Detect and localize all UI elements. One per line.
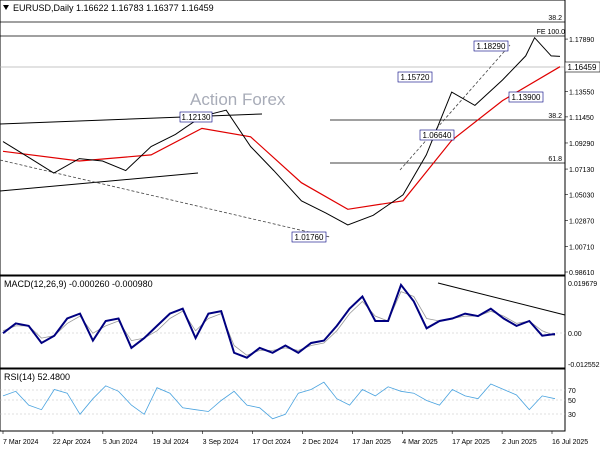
x-tick-label: 5 Jun 2024 — [103, 439, 138, 446]
x-tick-label: 17 Jan 2025 — [352, 439, 391, 446]
rsi-tick-70: 70 — [568, 388, 576, 395]
svg-text:1.18290: 1.18290 — [477, 42, 506, 51]
svg-text:1.01760: 1.01760 — [295, 233, 324, 242]
x-tick-label: 16 Jul 2025 — [552, 439, 588, 446]
fib-label-top: 38.2 — [548, 15, 562, 22]
annotation-1.12130: 1.12130 — [179, 111, 213, 123]
price-y-tick-label: 1.13550 — [569, 90, 594, 97]
x-tick-label: 4 Mar 2025 — [402, 439, 438, 446]
trendline-upper-2024 — [0, 113, 263, 125]
annotation-1.06640: 1.06640 — [419, 129, 455, 141]
annotation-1.18290: 1.18290 — [473, 40, 509, 52]
price-y-tick-label: 1.07130 — [569, 167, 594, 174]
price-y-axis: 1.178901.157101.135501.114501.092901.071… — [565, 37, 594, 277]
fib-label-38: 38.2 — [548, 113, 562, 120]
x-axis: 7 Mar 2024 22 Apr 2024 5 Jun 2024 19 Jul 20… — [2, 431, 588, 446]
macd-tick-bottom: -0.012552 — [568, 362, 600, 369]
price-y-tick-label: 1.11450 — [569, 115, 594, 122]
trendline-dashed-channel — [399, 44, 511, 171]
price-y-tick-label: 1.09290 — [569, 141, 594, 148]
chart-watermark: Action Forex — [190, 90, 286, 109]
svg-text:1.06640: 1.06640 — [423, 131, 452, 140]
annotation-1.15720: 1.15720 — [397, 71, 433, 83]
price-line — [2, 36, 561, 226]
price-y-tick-label: 0.98610 — [569, 270, 594, 277]
macd-trendline — [437, 282, 566, 316]
rsi-line — [2, 381, 556, 420]
annotation-1.13900: 1.13900 — [508, 91, 544, 103]
dropdown-arrow-icon[interactable] — [3, 5, 9, 10]
svg-text:1.15720: 1.15720 — [401, 73, 430, 82]
price-y-tick-label: 1.05030 — [569, 192, 594, 199]
svg-text:1.12130: 1.12130 — [182, 113, 211, 122]
x-tick-label: 19 Jul 2024 — [153, 439, 189, 446]
fib-label-61: 61.8 — [548, 156, 562, 163]
price-y-tick-label: 1.17890 — [569, 37, 594, 44]
x-tick-label: 17 Oct 2024 — [253, 439, 291, 446]
svg-text:1.16459: 1.16459 — [568, 63, 597, 72]
price-y-tick-label: 1.00710 — [569, 245, 594, 252]
macd-tick-zero: 0.00 — [568, 331, 582, 338]
x-tick-label: 2 Jun 2025 — [502, 439, 537, 446]
x-tick-label: 7 Mar 2024 — [3, 439, 39, 446]
rsi-tick-30: 30 — [568, 412, 576, 419]
macd-line — [2, 282, 556, 359]
price-y-tick-label: 1.02870 — [569, 219, 594, 226]
macd-tick-top: 0.019679 — [568, 281, 597, 288]
trendline-lower-2024 — [0, 172, 199, 192]
price-panel-frame — [0, 0, 566, 276]
svg-text:1.13900: 1.13900 — [512, 93, 541, 102]
rsi-label: RSI(14) 52.4800 — [4, 372, 70, 382]
instrument-title: EURUSD,Daily 1.16622 1.16783 1.16377 1.1… — [13, 3, 214, 13]
fib-label-fe100: FE 100.0 — [537, 29, 566, 36]
annotation-1.01760: 1.01760 — [291, 231, 327, 243]
x-tick-label: 22 Apr 2024 — [53, 439, 91, 446]
moving-average-line — [2, 66, 561, 210]
rsi-tick-50: 50 — [568, 398, 576, 405]
x-tick-label: 17 Apr 2025 — [452, 439, 490, 446]
rsi-panel-frame — [0, 368, 566, 432]
x-tick-label: 2 Dec 2024 — [302, 439, 338, 446]
macd-label: MACD(12,26,9) -0.000260 -0.000980 — [4, 279, 153, 289]
x-tick-label: 3 Sep 2024 — [203, 439, 239, 446]
current-price-tag: 1.16459 — [564, 61, 600, 73]
